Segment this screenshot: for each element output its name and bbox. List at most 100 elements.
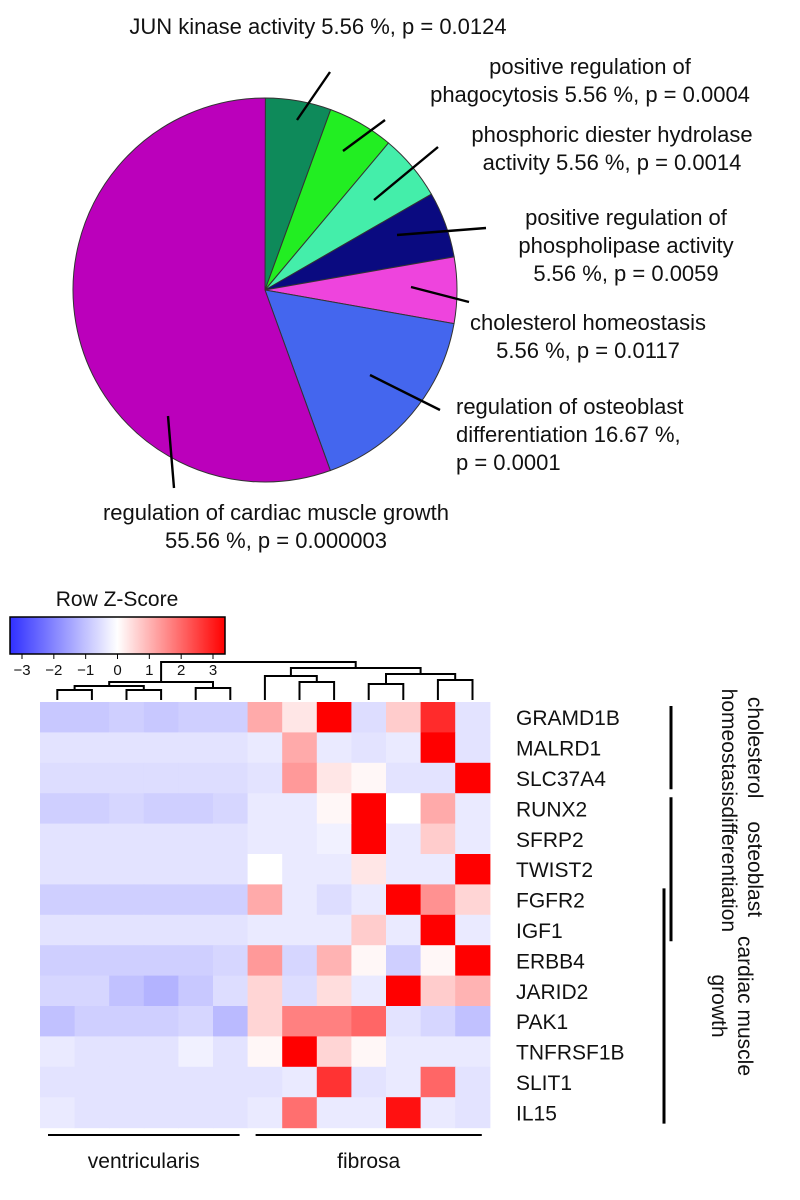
heatmap-cell [109, 1097, 145, 1129]
heatmap-cell [74, 884, 110, 916]
gene-label: FGFR2 [516, 890, 585, 913]
heatmap-cell [316, 732, 352, 764]
leader-line [396, 226, 487, 237]
heatmap-cell [316, 823, 352, 855]
colorbar-tick-label: −2 [45, 662, 62, 679]
heatmap-cell [455, 975, 491, 1007]
heatmap-cell [74, 1006, 110, 1037]
heatmap-cell [420, 1066, 456, 1098]
heatmap-cell [282, 914, 318, 946]
heatmap-cell [316, 975, 352, 1007]
heatmap-cell [178, 1006, 214, 1037]
heatmap-cell [282, 975, 318, 1007]
heatmap-cell [213, 702, 249, 733]
leader-line [342, 119, 386, 152]
heatmap-cell [316, 1066, 352, 1098]
heatmap-cell [351, 1097, 387, 1129]
heatmap-cell [351, 732, 387, 764]
heatmap-cell [109, 702, 145, 733]
heatmap-cell [74, 914, 110, 946]
heatmap-cell [40, 1097, 76, 1129]
heatmap-cell [143, 1097, 179, 1129]
heatmap-cell [143, 1066, 179, 1098]
slice-label: positive regulation of phagocytosis 5.56 … [430, 54, 750, 107]
dendrogram-branch [160, 661, 357, 682]
heatmap-cell [143, 854, 179, 885]
heatmap-cell [213, 1036, 249, 1068]
slice-label-line: 5.56 %, p = 0.0059 [533, 261, 718, 286]
heatmap-cell [178, 1066, 214, 1098]
heatmap-cell [282, 702, 318, 733]
sample-groups: ventricularis fibrosa [48, 1134, 482, 1173]
heatmap-cell [143, 884, 179, 916]
heatmap-cell [178, 854, 214, 885]
heatmap-cell [74, 1036, 110, 1068]
gene-label: GRAMD1B [516, 707, 620, 730]
heatmap-cell [386, 1066, 422, 1098]
heatmap-cell [109, 1036, 145, 1068]
heatmap-cell [420, 1006, 456, 1037]
heatmap-cell [213, 823, 249, 855]
heatmap-cell [247, 762, 283, 794]
slice-label-line: p = 0.0001 [456, 450, 561, 475]
heatmap-cell [282, 732, 318, 764]
slice-label-line: positive regulation of [525, 205, 728, 230]
slice-label-line: JUN kinase activity 5.56 %, p = 0.0124 [129, 14, 506, 39]
slice-label: phosphoric diester hydrolase activity 5.5… [471, 122, 752, 175]
heatmap-cell [40, 823, 76, 855]
heatmap-cell [247, 914, 283, 946]
heatmap-cell [316, 914, 352, 946]
heatmap-cell [455, 1006, 491, 1037]
heatmap-cell [213, 762, 249, 794]
heatmap-cell [213, 732, 249, 764]
heatmap-cell [420, 1097, 456, 1129]
heatmap-cell [74, 975, 110, 1007]
slice-label-line: regulation of osteoblast [456, 394, 684, 419]
gene-label: SLC37A4 [516, 768, 606, 791]
heatmap-cell [40, 1006, 76, 1037]
heatmap-cell [109, 823, 145, 855]
heatmap-cell [316, 762, 352, 794]
gene-label: SFRP2 [516, 829, 584, 852]
leader-line [166, 415, 176, 489]
heatmap-cell [316, 945, 352, 977]
gene-label: ERBB4 [516, 950, 585, 973]
heatmap-cell [386, 1036, 422, 1068]
annotation-label-line: growth [707, 974, 730, 1037]
heatmap-cell [351, 975, 387, 1007]
pie-chart: JUN kinase activity 5.56 %, p = 0.0124 po… [72, 14, 753, 553]
heatmap-cell [178, 732, 214, 764]
heatmap-cell [282, 1097, 318, 1129]
column-dendrogram [56, 661, 474, 700]
heatmap-cell [40, 762, 76, 794]
heatmap-cell [143, 914, 179, 946]
slice-label-line: 55.56 %, p = 0.000003 [165, 528, 387, 553]
heatmap-cell [420, 823, 456, 855]
gene-label: TNFRSF1B [516, 1042, 625, 1065]
heatmap-cell [247, 793, 283, 825]
heatmap-cell [143, 1006, 179, 1037]
heatmap-cell [455, 732, 491, 764]
annotation-label: osteoblastdifferentiation [717, 806, 766, 932]
heatmap-cell [386, 975, 422, 1007]
dendrogram-branch [367, 683, 405, 700]
heatmap-cell [282, 1066, 318, 1098]
heatmap-cell [247, 854, 283, 885]
heatmap-cell [386, 762, 422, 794]
gene-label: MALRD1 [516, 738, 601, 761]
heatmap-cell [247, 732, 283, 764]
slice-label-line: regulation of cardiac muscle growth [103, 500, 449, 525]
slice-label: regulation of cardiac muscle growth 55.56… [103, 500, 449, 553]
heatmap-cell [213, 884, 249, 916]
heatmap-cell [178, 793, 214, 825]
heatmap-cell [213, 1097, 249, 1129]
colorbar-tick-label: 1 [145, 662, 153, 679]
pie-labels: JUN kinase activity 5.56 %, p = 0.0124 po… [103, 14, 753, 553]
gene-label: IGF1 [516, 920, 563, 943]
heatmap-cell [420, 762, 456, 794]
heatmap-cell [74, 762, 110, 794]
annotation-label: cholesterolhomeostasis [717, 689, 766, 807]
heatmap-cell [213, 914, 249, 946]
heatmap-cell [386, 702, 422, 733]
